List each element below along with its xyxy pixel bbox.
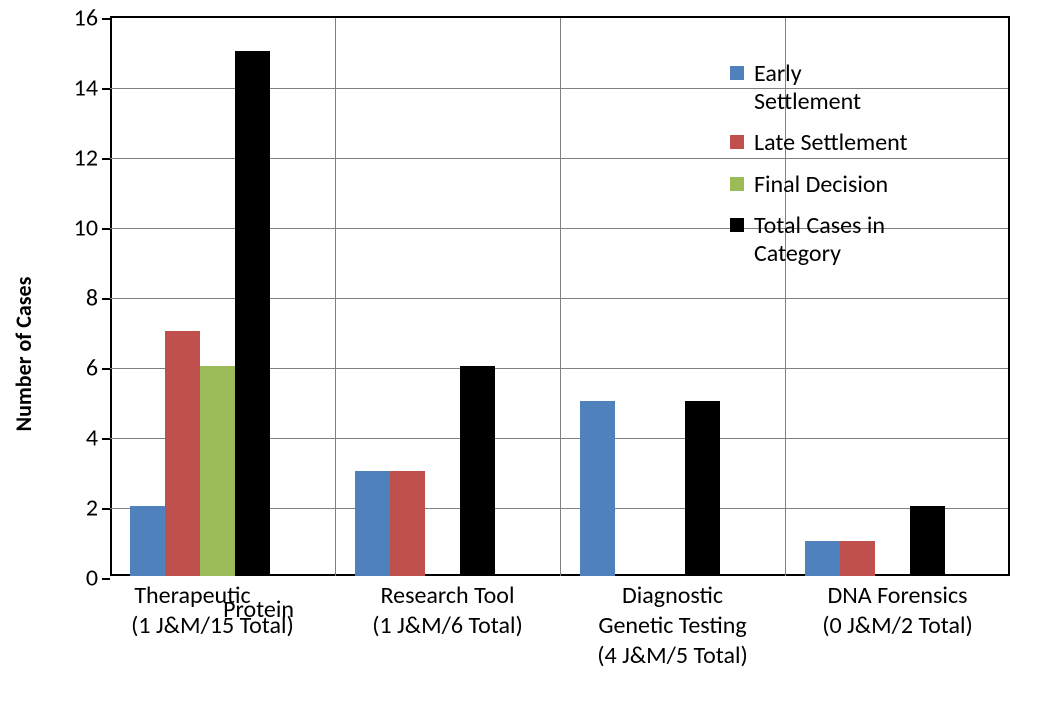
gridline-v [560, 18, 561, 576]
bar [805, 541, 840, 576]
ytick-label: 16 [74, 4, 98, 33]
bar [685, 401, 720, 576]
legend-label: EarlySettlement [754, 60, 861, 115]
ytick-mark [102, 18, 110, 20]
x-category-sublabel: (4 J&M/5 Total) [553, 642, 793, 671]
legend-item: Final Decision [730, 171, 1010, 199]
chart-container: Number of Cases 0246810121416 EarlySettl… [0, 0, 1050, 708]
bar [840, 541, 875, 576]
x-category-sublabel: Genetic Testing [553, 612, 793, 641]
bar [355, 471, 390, 576]
legend-label: Final Decision [754, 171, 888, 199]
legend-label: Total Cases inCategory [754, 212, 885, 267]
legend: EarlySettlement Late Settlement Final Deci… [730, 60, 1010, 282]
ytick-label: 14 [74, 74, 98, 103]
bar [910, 506, 945, 576]
ytick-mark [102, 508, 110, 510]
bar [390, 471, 425, 576]
x-category-sublabel: (1 J&M/15 Total) [83, 612, 343, 641]
legend-item: EarlySettlement [730, 60, 1010, 115]
legend-swatch [730, 177, 744, 191]
legend-swatch [730, 218, 744, 232]
ytick-mark [102, 578, 110, 580]
ytick-label: 4 [86, 424, 98, 453]
x-category-label: Diagnostic [563, 582, 783, 611]
legend-swatch [730, 66, 744, 80]
bar [235, 51, 270, 576]
bar [130, 506, 165, 576]
ytick-label: 2 [86, 494, 98, 523]
gridline-v [335, 18, 336, 576]
legend-label: Late Settlement [754, 129, 908, 157]
ytick-label: 8 [86, 284, 98, 313]
ytick-label: 10 [74, 214, 98, 243]
bar [460, 366, 495, 576]
x-category-label: DNA Forensics [788, 582, 1008, 611]
x-category-label: Research Tool [338, 582, 558, 611]
legend-item: Total Cases inCategory [730, 212, 1010, 267]
bar [580, 401, 615, 576]
ytick-label: 12 [74, 144, 98, 173]
bar [200, 366, 235, 576]
y-axis-line [110, 18, 112, 576]
ytick-mark [102, 298, 110, 300]
ytick-mark [102, 368, 110, 370]
x-category-sublabel: (1 J&M/6 Total) [328, 612, 568, 641]
legend-item: Late Settlement [730, 129, 1010, 157]
y-axis-label: Number of Cases [10, 277, 37, 432]
ytick-mark [102, 88, 110, 90]
ytick-label: 6 [86, 354, 98, 383]
x-category-sublabel: (0 J&M/2 Total) [778, 612, 1018, 641]
ytick-mark [102, 158, 110, 160]
legend-swatch [730, 135, 744, 149]
bar [165, 331, 200, 576]
ytick-mark [102, 438, 110, 440]
ytick-mark [102, 228, 110, 230]
